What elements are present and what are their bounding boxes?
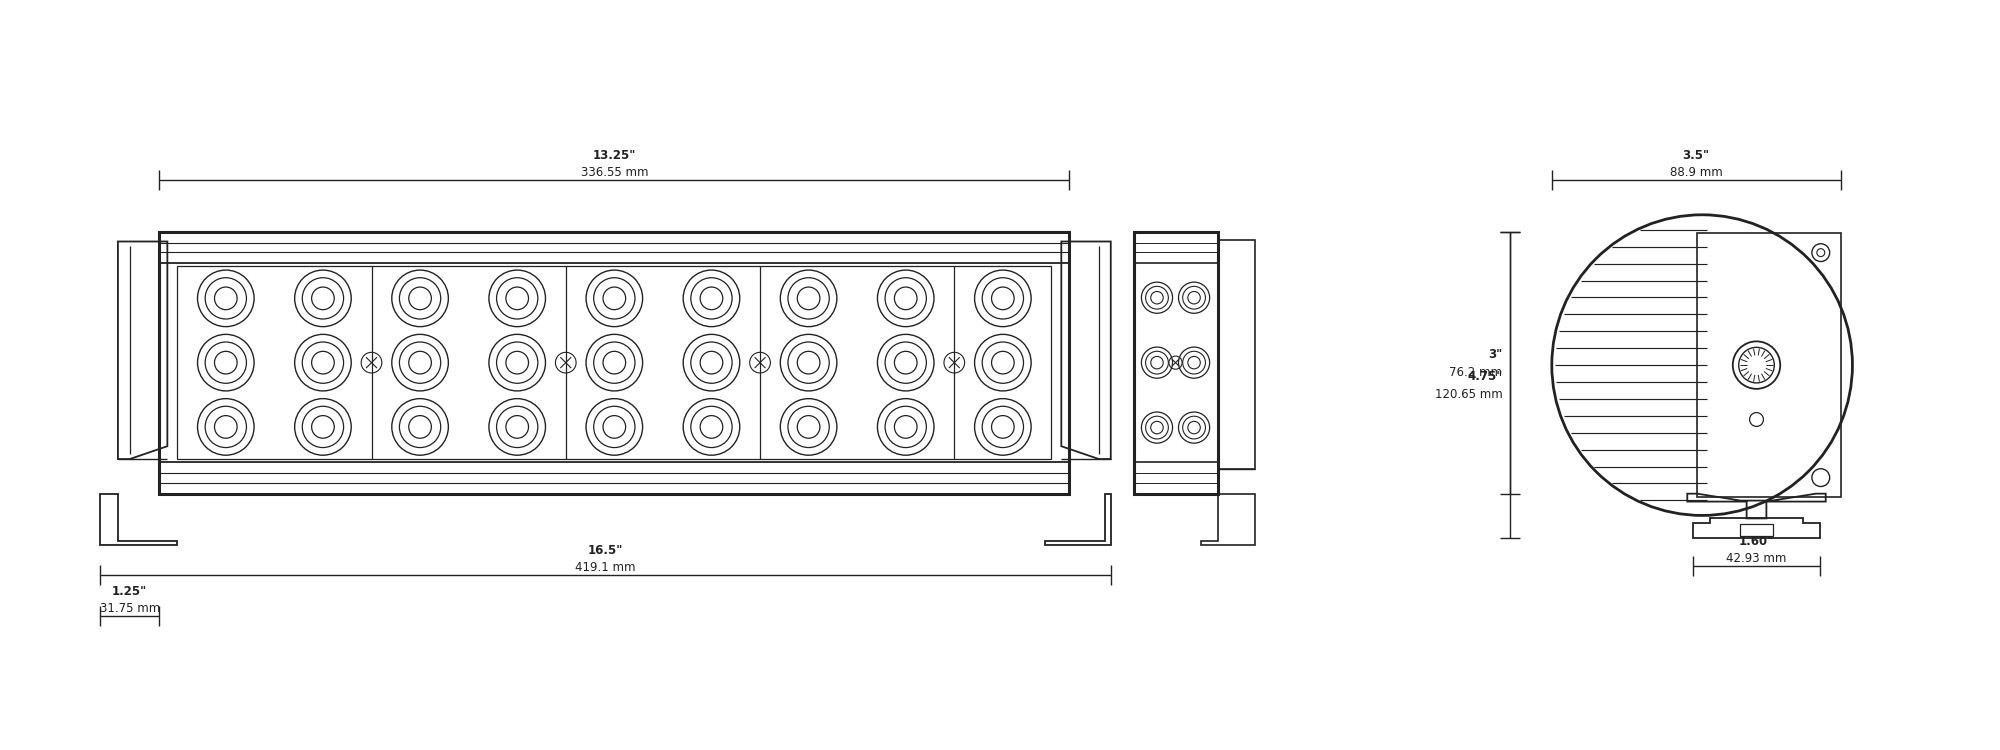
Text: 1.60": 1.60" xyxy=(1738,535,1774,548)
Bar xyxy=(1740,524,1774,536)
Text: 42.93 mm: 42.93 mm xyxy=(1726,552,1786,565)
Text: 336.55 mm: 336.55 mm xyxy=(580,166,648,179)
Text: 4.75": 4.75" xyxy=(1466,370,1502,383)
Text: 120.65 mm: 120.65 mm xyxy=(1434,388,1502,401)
Text: 76.2 mm: 76.2 mm xyxy=(1450,366,1502,379)
Text: 13.25": 13.25" xyxy=(592,149,636,163)
Bar xyxy=(1698,232,1840,497)
Bar xyxy=(160,232,1070,494)
Bar xyxy=(1134,232,1218,494)
Text: 88.9 mm: 88.9 mm xyxy=(1670,166,1722,179)
Bar xyxy=(178,266,1052,459)
Text: 16.5": 16.5" xyxy=(588,544,624,557)
Text: 3.5": 3.5" xyxy=(1682,149,1710,163)
Text: 419.1 mm: 419.1 mm xyxy=(576,561,636,574)
Text: 3": 3" xyxy=(1488,348,1502,361)
Text: 1.25": 1.25" xyxy=(112,586,148,598)
Text: 31.75 mm: 31.75 mm xyxy=(100,602,160,615)
